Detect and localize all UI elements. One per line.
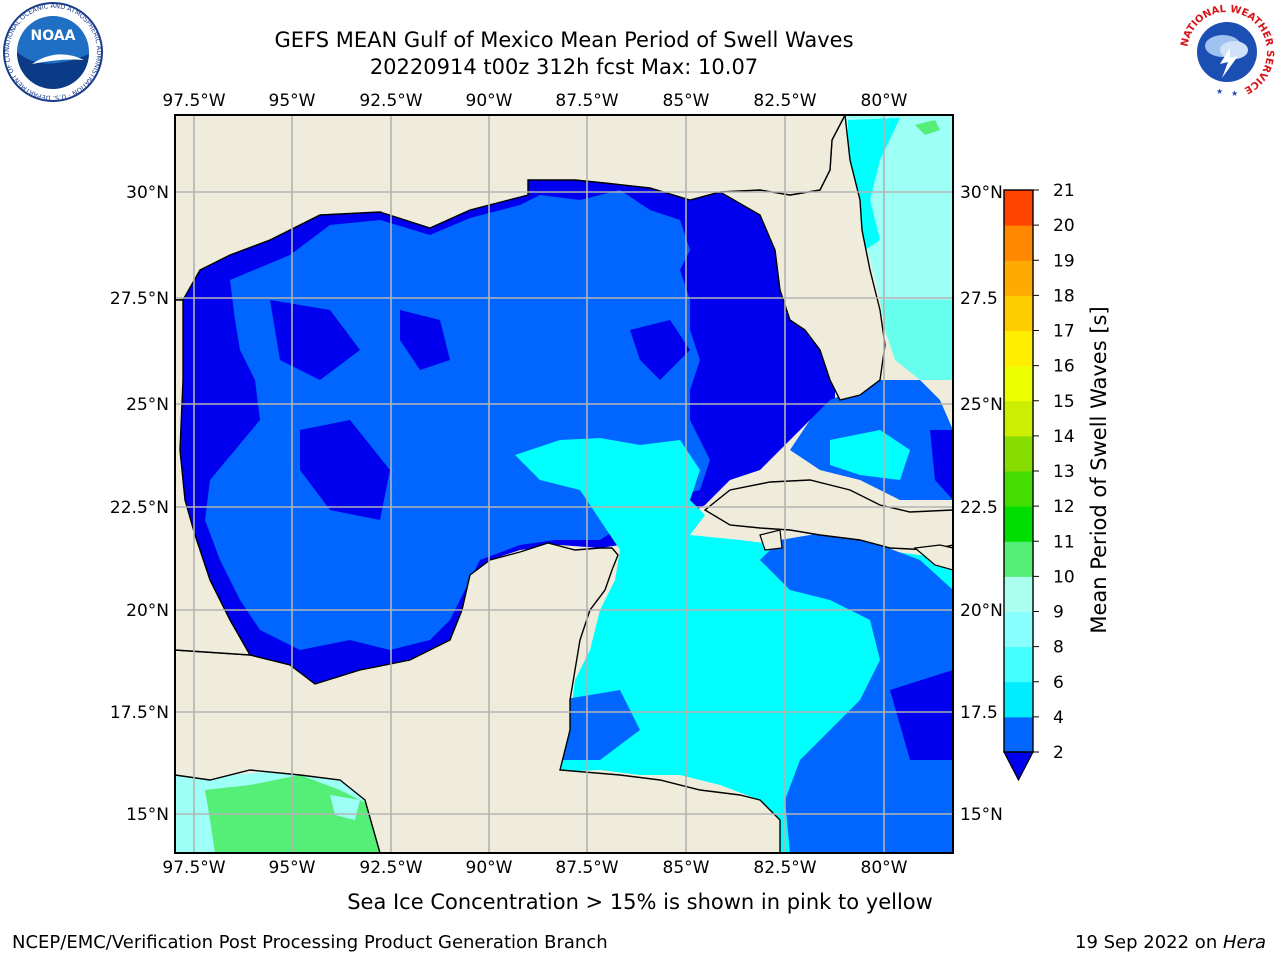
svg-text:★: ★	[1216, 87, 1223, 96]
footer-machine: Hera	[1222, 932, 1266, 953]
colorbar-tick-label: 20	[1053, 216, 1075, 236]
lat-label-right: 25°N	[960, 395, 1003, 415]
colorbar-segment	[1004, 295, 1033, 331]
lon-label-top: 87.5°W	[555, 91, 618, 111]
lat-label-right: 20°N	[960, 601, 1003, 621]
colorbar-under-arrow	[1003, 751, 1034, 782]
colorbar-tick-label: 4	[1053, 708, 1064, 728]
lat-label-left: 27.5°N	[110, 289, 169, 309]
colorbar-tick-label: 15	[1053, 392, 1075, 412]
svg-text:★: ★	[1231, 89, 1238, 98]
lat-label-right: 17.5	[960, 703, 998, 723]
colorbar-segment	[1004, 541, 1033, 577]
colorbar-tick-label: 2	[1053, 743, 1064, 763]
colorbar-tick-label: 16	[1053, 357, 1075, 377]
colorbar-tick-label: 13	[1053, 462, 1075, 482]
nws-logo: NATIONAL WEATHER SERVICE ★ ★	[1179, 4, 1275, 100]
colorbar-tick-label: 12	[1053, 497, 1075, 517]
colorbar-tick-label: 17	[1053, 322, 1075, 342]
colorbar-tick-label: 9	[1053, 603, 1064, 623]
lat-label-left: 20°N	[126, 601, 169, 621]
footer-credit: NCEP/EMC/Verification Post Processing Pr…	[12, 932, 608, 953]
cuba-land	[703, 479, 953, 551]
colorbar-segment	[1004, 225, 1033, 261]
north-coast	[175, 115, 846, 301]
lon-label-top: 92.5°W	[359, 91, 422, 111]
lon-label-top: 95°W	[269, 91, 316, 111]
colorbar-segment	[1004, 646, 1033, 683]
lon-label-top: 90°W	[466, 91, 513, 111]
colorbar-segment	[1004, 190, 1033, 226]
colorbar-tick-label: 18	[1053, 286, 1075, 306]
colorbar-label: Mean Period of Swell Waves [s]	[1087, 306, 1111, 633]
gulf-medium-blue-region	[205, 190, 710, 650]
colorbar-segment	[1004, 506, 1033, 542]
colorbar-tick-label: 14	[1053, 427, 1075, 447]
colorbar-segment	[1004, 681, 1033, 718]
colorbar: 2 4 6 8 9 10 11 12 13 14 15 16 17 18 19 20 21	[1003, 181, 1075, 782]
graticule	[175, 115, 953, 853]
colorbar-segment	[1004, 471, 1033, 507]
lon-label-top: 82.5°W	[753, 91, 816, 111]
colorbar-tick-label: 11	[1053, 532, 1075, 552]
colorbar-segment	[1004, 716, 1033, 753]
svg-text:NOAA: NOAA	[31, 28, 76, 44]
lon-label-bottom: 97.5°W	[162, 858, 225, 878]
lat-label-left: 17.5°N	[110, 703, 169, 723]
colorbar-tick-label: 21	[1053, 181, 1075, 201]
lat-label-right: 15°N	[960, 805, 1003, 825]
colorbar-segment	[1004, 576, 1033, 612]
lat-label-left: 30°N	[126, 183, 169, 203]
chart-title: GEFS MEAN Gulf of Mexico Mean Period of …	[274, 28, 854, 52]
lat-label-left: 22.5°N	[110, 498, 169, 518]
lon-label-top: 97.5°W	[162, 91, 225, 111]
sea-ice-note: Sea Ice Concentration > 15% is shown in …	[347, 890, 933, 914]
colorbar-tick-label: 19	[1053, 251, 1075, 271]
lon-label-bottom: 85°W	[663, 858, 710, 878]
colorbar-segment	[1004, 260, 1033, 296]
lon-label-bottom: 82.5°W	[753, 858, 816, 878]
lon-label-bottom: 92.5°W	[359, 858, 422, 878]
lat-label-right: 27.5	[960, 289, 998, 309]
lon-label-top: 80°W	[861, 91, 908, 111]
colorbar-tick-label: 10	[1053, 567, 1075, 587]
colorbar-segment	[1004, 611, 1033, 648]
colorbar-segment	[1004, 400, 1033, 437]
colorbar-tick-label: 8	[1053, 638, 1064, 658]
chart-subtitle: 20220914 t00z 312h fcst Max: 10.07	[369, 55, 759, 79]
lon-label-bottom: 90°W	[466, 858, 513, 878]
lon-label-bottom: 95°W	[269, 858, 316, 878]
lat-label-right: 22.5	[960, 498, 998, 518]
colorbar-segment	[1004, 330, 1033, 367]
lon-label-top: 85°W	[663, 91, 710, 111]
lat-label-left: 15°N	[126, 805, 169, 825]
colorbar-tick-label: 6	[1053, 673, 1064, 693]
footer-date: 19 Sep 2022 on Hera	[1075, 932, 1266, 953]
colorbar-segment	[1004, 435, 1033, 472]
lon-label-bottom: 80°W	[861, 858, 908, 878]
lat-label-left: 25°N	[126, 395, 169, 415]
colorbar-segment	[1004, 365, 1033, 402]
footer-date-text: 19 Sep 2022 on	[1075, 932, 1223, 953]
lat-label-right: 30°N	[960, 183, 1003, 203]
lon-label-bottom: 87.5°W	[555, 858, 618, 878]
noaa-logo: NATIONAL OCEANIC AND ATMOSPHERIC ADMINIS…	[2, 2, 103, 102]
yucatan-land	[175, 542, 781, 853]
map-frame	[174, 114, 954, 854]
